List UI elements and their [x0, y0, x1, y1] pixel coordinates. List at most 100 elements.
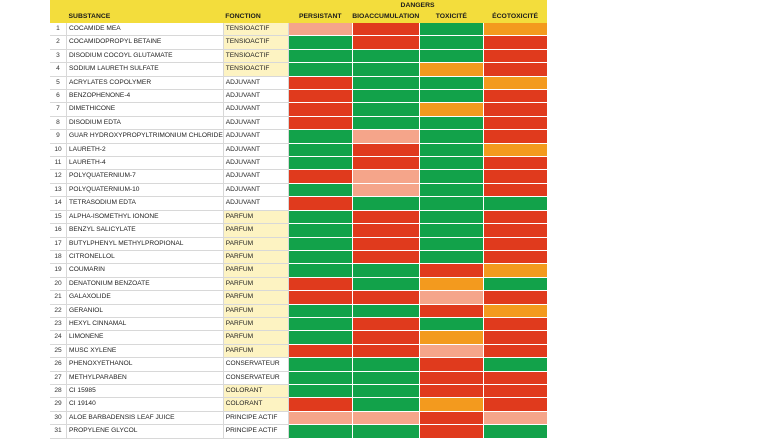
danger-cell-bioaccumulation [351, 89, 420, 104]
table-row: 20 DENATONIUM BENZOATE PARFUM [50, 277, 547, 292]
danger-cell-ecotoxicite [482, 23, 547, 37]
danger-cell-toxicite [418, 397, 484, 412]
danger-cell-bioaccumulation [351, 371, 420, 385]
danger-cell-toxicite [418, 102, 484, 117]
table-row: 26 PHENOXYETHANOL CONSERVATEUR [50, 357, 547, 372]
row-number: 22 [50, 304, 67, 318]
danger-cell-ecotoxicite [482, 250, 547, 265]
danger-cell-persistant [287, 62, 353, 77]
danger-cell-bioaccumulation [351, 304, 420, 318]
table-row: 15 ALPHA-ISOMETHYL IONONE PARFUM [50, 210, 547, 225]
danger-cell-ecotoxicite [482, 357, 547, 372]
danger-cell-persistant [287, 89, 353, 104]
danger-cell-bioaccumulation [351, 397, 420, 412]
danger-cell-persistant [287, 210, 353, 225]
substance-name: DISODIUM EDTA [66, 116, 224, 131]
danger-cell-persistant [287, 330, 353, 345]
substance-name: DIMETHICONE [66, 102, 224, 117]
table-row: 3 DISODIUM COCOYL GLUTAMATE TENSIOACTIF [50, 49, 547, 64]
substance-name: GALAXOLIDE [66, 290, 224, 305]
danger-cell-ecotoxicite [482, 371, 547, 385]
function-label: PARFUM [223, 344, 289, 359]
substance-name: ALOE BARBADENSIS LEAF JUICE [66, 411, 224, 426]
danger-cell-toxicite [418, 196, 484, 211]
danger-cell-bioaccumulation [351, 76, 420, 91]
substance-name: CITRONELLOL [66, 250, 224, 265]
danger-cell-toxicite [418, 49, 484, 64]
table-row: 19 COUMARIN PARFUM [50, 263, 547, 278]
table-row: 18 CITRONELLOL PARFUM [50, 250, 547, 265]
danger-cell-persistant [287, 371, 353, 385]
row-number: 18 [50, 250, 67, 265]
danger-cell-bioaccumulation [351, 196, 420, 211]
function-label: CONSERVATEUR [223, 371, 289, 385]
substance-name: DISODIUM COCOYL GLUTAMATE [66, 49, 224, 64]
substance-name: BENZYL SALICYLATE [66, 223, 224, 238]
substance-name: PHENOXYETHANOL [66, 357, 224, 372]
table-row: 4 SODIUM LAURETH SULFATE TENSIOACTIF [50, 62, 547, 77]
table-row: 6 BENZOPHENONE-4 ADJUVANT [50, 89, 547, 104]
row-number: 6 [50, 89, 67, 104]
danger-cell-persistant [287, 169, 353, 184]
danger-cell-toxicite [418, 371, 484, 385]
function-label: PARFUM [223, 250, 289, 265]
substance-name: CI 15985 [66, 384, 224, 399]
row-number: 29 [50, 397, 67, 412]
danger-cell-persistant [287, 129, 353, 144]
row-number: 8 [50, 116, 67, 131]
danger-cell-persistant [287, 290, 353, 305]
substance-name: SODIUM LAURETH SULFATE [66, 62, 224, 77]
function-label: TENSIOACTIF [223, 35, 289, 50]
danger-cell-ecotoxicite [482, 129, 547, 144]
danger-cell-bioaccumulation [351, 250, 420, 265]
header-blank-num [50, 0, 67, 11]
danger-cell-toxicite [418, 76, 484, 91]
danger-cell-persistant [287, 397, 353, 412]
danger-cell-toxicite [418, 210, 484, 225]
danger-cell-bioaccumulation [351, 62, 420, 77]
row-number: 3 [50, 49, 67, 64]
danger-cell-bioaccumulation [351, 237, 420, 251]
danger-cell-toxicite [418, 62, 484, 77]
danger-cell-bioaccumulation [351, 23, 420, 37]
danger-cell-bioaccumulation [351, 35, 420, 50]
danger-cell-toxicite [418, 344, 484, 359]
danger-cell-toxicite [418, 89, 484, 104]
function-label: ADJUVANT [223, 169, 289, 184]
header-column-row: SUBSTANCE FONCTION PERSISTANT BIOACCUMUL… [50, 11, 547, 23]
danger-cell-persistant [287, 23, 353, 37]
header-bioaccumulation: BIOACCUMULATION [352, 11, 420, 23]
danger-cell-bioaccumulation [351, 344, 420, 359]
row-number: 5 [50, 76, 67, 91]
header-substance: SUBSTANCE [66, 11, 224, 23]
function-label: ADJUVANT [223, 76, 289, 91]
function-label: ADJUVANT [223, 129, 289, 144]
danger-cell-bioaccumulation [351, 411, 420, 426]
danger-cell-ecotoxicite [482, 330, 547, 345]
danger-cell-bioaccumulation [351, 317, 420, 332]
function-label: TENSIOACTIF [223, 62, 289, 77]
row-number: 7 [50, 102, 67, 117]
function-label: PARFUM [223, 210, 289, 225]
danger-cell-toxicite [418, 263, 484, 278]
danger-cell-persistant [287, 237, 353, 251]
danger-cell-ecotoxicite [482, 196, 547, 211]
danger-cell-toxicite [418, 424, 484, 439]
row-number: 1 [50, 23, 67, 37]
substance-name: COUMARIN [66, 263, 224, 278]
danger-cell-persistant [287, 102, 353, 117]
danger-cell-ecotoxicite [482, 183, 547, 198]
substance-name: GUAR HYDROXYPROPYLTRIMONIUM CHLORIDE [66, 129, 224, 144]
danger-cell-ecotoxicite [482, 411, 547, 426]
danger-cell-persistant [287, 143, 353, 158]
dangers-table: DANGERS SUBSTANCE FONCTION PERSISTANT BI… [50, 0, 547, 439]
row-number: 15 [50, 210, 67, 225]
danger-cell-bioaccumulation [351, 210, 420, 225]
table-row: 8 DISODIUM EDTA ADJUVANT [50, 116, 547, 131]
row-number: 27 [50, 371, 67, 385]
danger-cell-bioaccumulation [351, 183, 420, 198]
row-number: 11 [50, 156, 67, 171]
row-number: 28 [50, 384, 67, 399]
danger-cell-ecotoxicite [482, 89, 547, 104]
row-number: 23 [50, 317, 67, 332]
